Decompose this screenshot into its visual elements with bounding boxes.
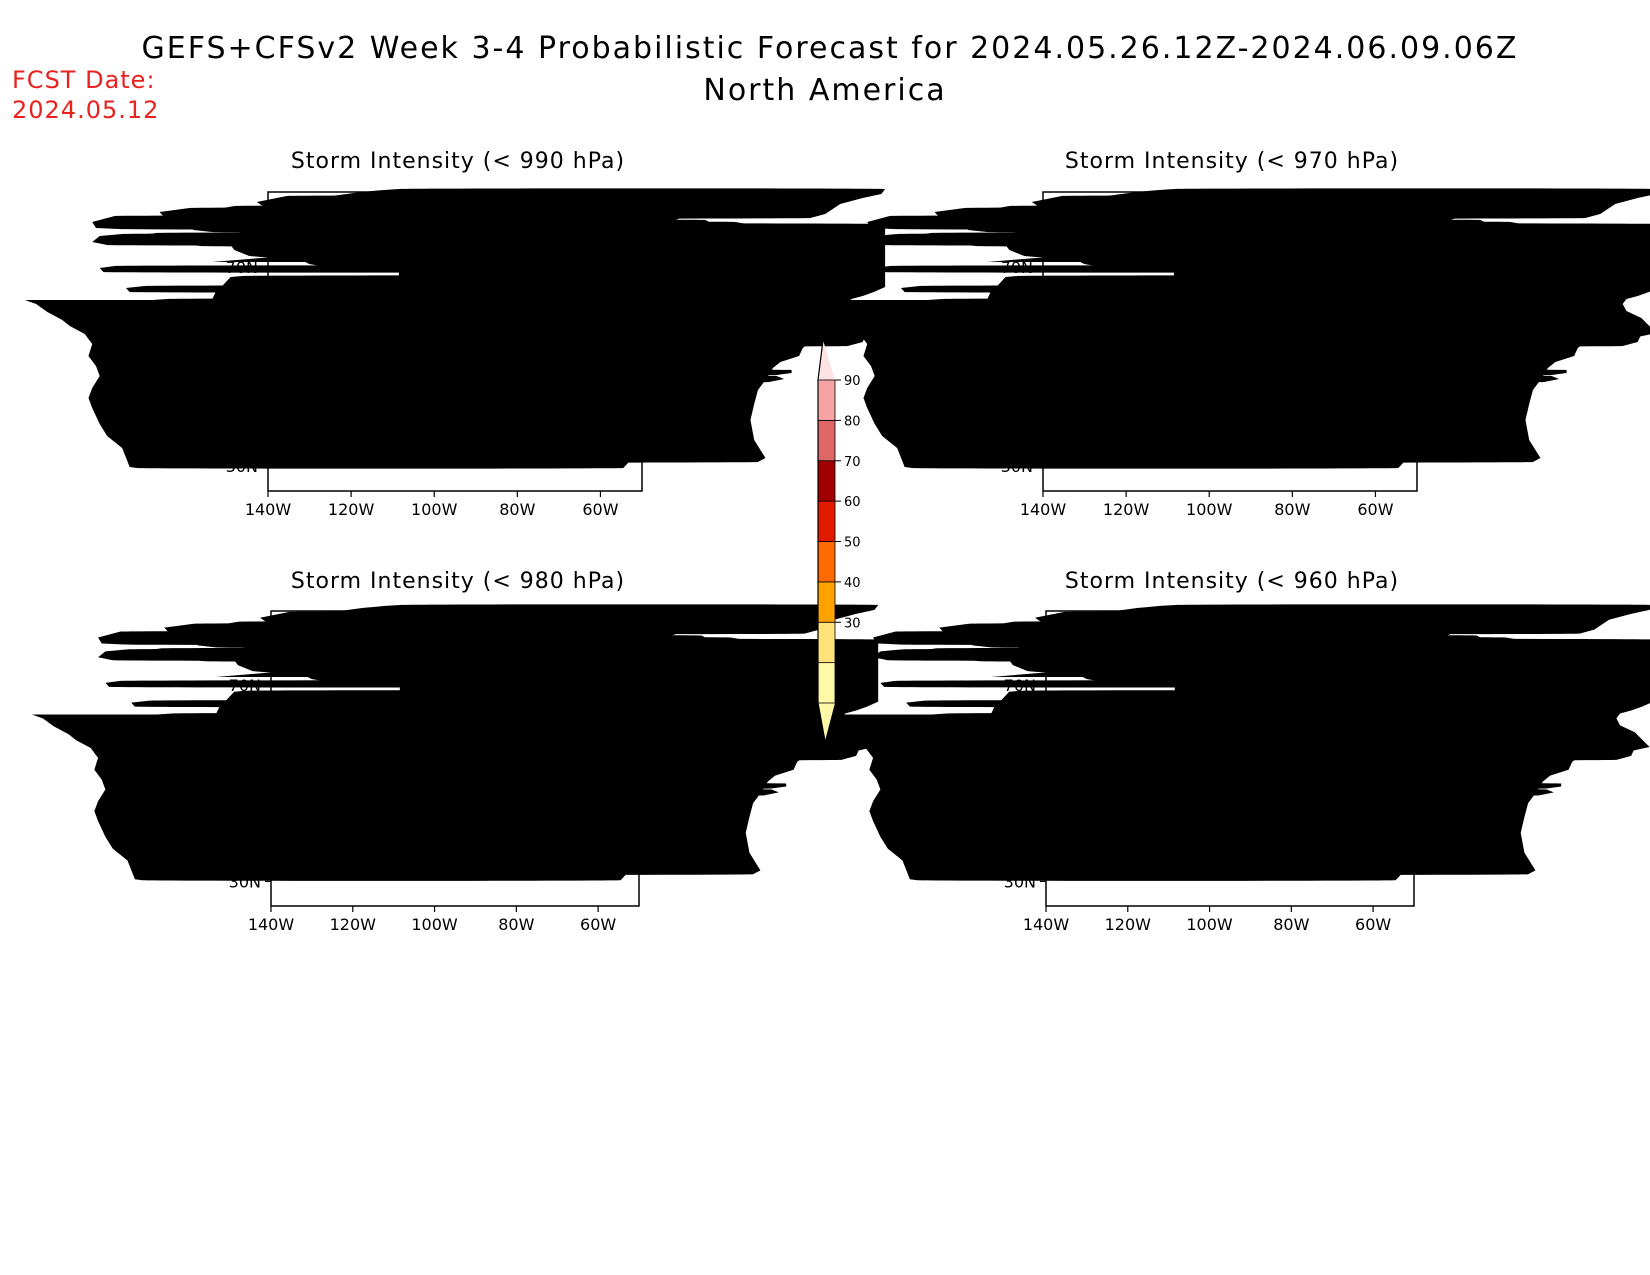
fcst-date-label: FCST Date: xyxy=(12,66,156,94)
colorbar-label: 60 xyxy=(844,495,861,510)
colorbar: 10 20 30 40 50 60 70 80 90 xyxy=(817,339,861,742)
colorbar-label: 90 xyxy=(844,374,861,389)
lon-tick-label: 100W xyxy=(1186,500,1233,519)
lat-tick-label: 50N xyxy=(229,774,261,793)
panel-990: Storm Intensity (< 990 hPa) 80N 70N 60N 50N… xyxy=(226,149,642,519)
lon-tick-label: 140W xyxy=(1023,915,1070,934)
lat-tick-label: 80N xyxy=(1004,627,1036,646)
lon-tick-label: 120W xyxy=(1103,500,1150,519)
lat-tick-label: 60N xyxy=(229,725,261,744)
colorbar-label: 50 xyxy=(844,536,861,551)
lon-tick-label: 140W xyxy=(1020,500,1067,519)
lon-tick-label: 60W xyxy=(580,915,616,934)
panel-980-title: Storm Intensity (< 980 hPa) xyxy=(291,569,625,594)
lon-tick-label: 140W xyxy=(245,500,292,519)
panel-970-title: Storm Intensity (< 970 hPa) xyxy=(1065,149,1399,174)
lon-tick-label: 120W xyxy=(1105,915,1152,934)
lon-tick-label: 120W xyxy=(328,500,375,519)
lat-tick-label: 40N xyxy=(226,407,258,426)
lon-tick-label: 60W xyxy=(582,500,618,519)
colorbar-label: 80 xyxy=(844,414,861,429)
colorbar-label: 40 xyxy=(844,576,861,591)
lat-tick-label: 50N xyxy=(1004,774,1036,793)
panel-980-frame xyxy=(270,610,640,907)
lat-tick-label: 30N xyxy=(229,872,261,891)
lat-tick-label: 80N xyxy=(226,208,258,227)
lat-tick-label: 70N xyxy=(1004,676,1036,695)
lat-tick-label: 70N xyxy=(226,258,258,277)
colorbar-label: 70 xyxy=(844,455,861,470)
lat-tick-label: 30N xyxy=(1004,872,1036,891)
colorbar-label: 30 xyxy=(844,616,861,631)
colorbar-segment xyxy=(817,419,836,462)
lat-tick-label: 70N xyxy=(1001,258,1033,277)
panel-990-coastline xyxy=(268,189,642,468)
fcst-date-value: 2024.05.12 xyxy=(12,96,159,124)
panel-970-frame xyxy=(1042,191,1418,492)
panel-970-coastline xyxy=(1043,189,1417,468)
lon-tick-label: 80W xyxy=(1273,915,1309,934)
lat-tick-label: 30N xyxy=(226,457,258,476)
main-title: GEFS+CFSv2 Week 3-4 Probabilistic Foreca… xyxy=(142,31,1519,66)
lon-tick-label: 80W xyxy=(498,915,534,934)
colorbar-segments: 10 20 30 40 50 60 70 80 90 xyxy=(817,374,861,712)
lat-tick-label: 60N xyxy=(226,308,258,327)
colorbar-bottom-triangle xyxy=(818,703,835,741)
colorbar-segment xyxy=(817,460,836,502)
panel-970-map: 80N 70N 60N 50N 40N 30N 140W 120W 100W 80W 60W xyxy=(1001,189,1417,519)
colorbar-segment xyxy=(817,541,836,583)
lon-tick-label: 60W xyxy=(1357,500,1393,519)
colorbar-outline xyxy=(817,339,826,742)
lon-tick-label: 100W xyxy=(1186,915,1233,934)
panel-990-ticks: 80N 70N 60N 50N 40N 30N 140W 120W 100W 80W 60W xyxy=(226,208,619,519)
colorbar-segment xyxy=(817,662,836,704)
colorbar-label: 20 xyxy=(844,657,861,672)
region-subtitle: North America xyxy=(703,73,946,108)
lat-tick-label: 40N xyxy=(1001,407,1033,426)
lat-tick-label: 40N xyxy=(1004,823,1036,842)
lat-tick-label: 80N xyxy=(1001,208,1033,227)
lon-tick-label: 80W xyxy=(1274,500,1310,519)
panel-970-ticks: 80N 70N 60N 50N 40N 30N 140W 120W 100W 80W 60W xyxy=(1001,208,1394,519)
lon-tick-label: 80W xyxy=(499,500,535,519)
lat-tick-label: 80N xyxy=(229,627,261,646)
lat-tick-label: 50N xyxy=(226,357,258,376)
colorbar-segment xyxy=(817,581,836,623)
panel-960-frame xyxy=(1045,610,1415,907)
colorbar-segment xyxy=(817,621,836,664)
panel-980: Storm Intensity (< 980 hPa) 80N 70N 60N 50N… xyxy=(229,569,639,934)
lat-tick-label: 50N xyxy=(1001,357,1033,376)
lat-tick-label: 60N xyxy=(1004,725,1036,744)
panel-980-map: 80N 70N 60N 50N 40N 30N 140W 120W 100W 80W 60W xyxy=(229,605,639,934)
lon-tick-label: 100W xyxy=(411,915,458,934)
panel-980-coastline xyxy=(271,605,639,880)
lon-tick-label: 140W xyxy=(248,915,295,934)
panel-990-title: Storm Intensity (< 990 hPa) xyxy=(291,149,625,174)
panel-990-map: 80N 70N 60N 50N 40N 30N 140W 120W 100W 80W 60W xyxy=(226,189,642,519)
panel-990-frame xyxy=(267,191,643,492)
lat-tick-label: 40N xyxy=(229,823,261,842)
panel-960-coastline xyxy=(1046,605,1414,880)
panel-960-title: Storm Intensity (< 960 hPa) xyxy=(1065,569,1399,594)
panel-960-ticks: 80N 70N 60N 50N 40N 30N 140W 120W 100W 80W 60W xyxy=(1004,627,1392,934)
colorbar-segment xyxy=(817,500,836,542)
lat-tick-label: 30N xyxy=(1001,457,1033,476)
panel-960-map: 80N 70N 60N 50N 40N 30N 140W 120W 100W 80W 60W xyxy=(1004,605,1414,934)
lon-tick-label: 120W xyxy=(330,915,377,934)
lon-tick-label: 60W xyxy=(1355,915,1391,934)
colorbar-label: 10 xyxy=(844,697,861,712)
panel-970: Storm Intensity (< 970 hPa) 80N 70N 60N 50N… xyxy=(1001,149,1417,519)
colorbar-segment xyxy=(817,379,836,421)
panel-960: Storm Intensity (< 960 hPa) 80N 70N 60N 50N… xyxy=(1004,569,1414,934)
panel-980-ticks: 80N 70N 60N 50N 40N 30N 140W 120W 100W 80W 60W xyxy=(229,627,617,934)
lat-tick-label: 70N xyxy=(229,676,261,695)
lat-tick-label: 60N xyxy=(1001,308,1033,327)
lon-tick-label: 100W xyxy=(411,500,458,519)
